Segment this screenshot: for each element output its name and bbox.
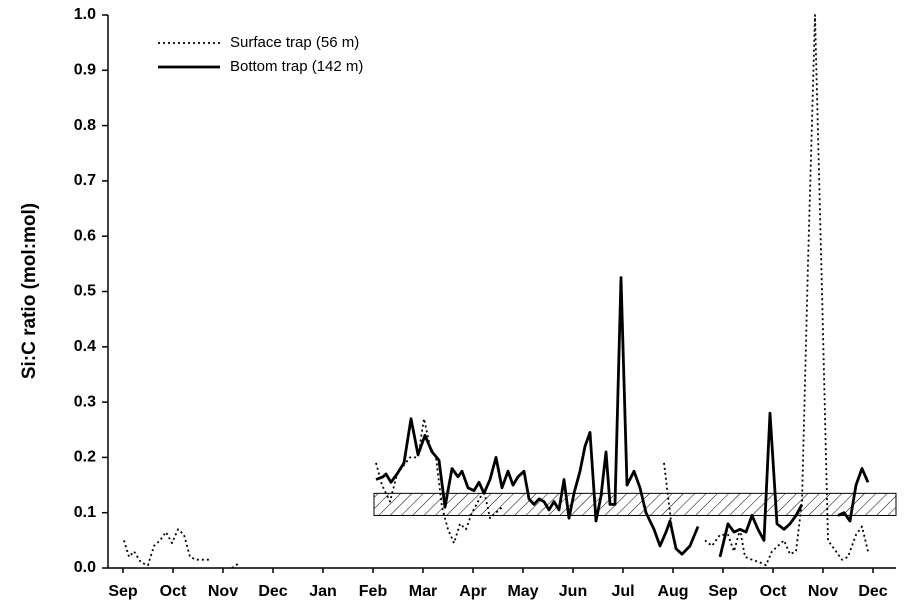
x-tick-label: Apr: [459, 583, 487, 600]
y-tick-label: 0.3: [74, 393, 96, 410]
y-tick-label: 0.6: [74, 227, 96, 244]
legend-label: Surface trap (56 m): [230, 34, 359, 51]
y-tick-label: 0.0: [74, 559, 96, 576]
y-tick-label: 1.0: [74, 6, 96, 23]
x-tick-label: Sep: [108, 583, 138, 600]
x-tick-label: Sep: [708, 583, 738, 600]
series-line: [375, 276, 870, 558]
y-tick-label: 0.9: [74, 62, 96, 79]
series-line: [123, 14, 869, 569]
y-tick-label: 0.1: [74, 504, 96, 521]
x-tick-label: Oct: [760, 583, 787, 600]
y-tick-label: 0.7: [74, 172, 96, 189]
y-tick-label: 0.5: [74, 283, 96, 300]
x-tick-label: Jan: [309, 583, 337, 600]
x-tick-label: Nov: [208, 583, 238, 600]
x-tick-label: Dec: [858, 583, 887, 600]
x-tick-label: Aug: [657, 583, 688, 600]
x-tick-label: Mar: [409, 583, 437, 600]
x-tick-label: Jul: [611, 583, 634, 600]
x-tick-label: Dec: [258, 583, 287, 600]
y-tick-label: 0.8: [74, 117, 96, 134]
x-tick-label: Nov: [808, 583, 838, 600]
x-tick-label: Feb: [359, 583, 388, 600]
y-tick-label: 0.4: [74, 338, 96, 355]
x-tick-label: Jun: [559, 583, 587, 600]
x-tick-label: Oct: [160, 583, 187, 600]
legend-label: Bottom trap (142 m): [230, 58, 363, 75]
x-tick-label: May: [507, 583, 538, 600]
reference-band: [373, 492, 897, 516]
y-axis-label: Si:C ratio (mol:mol): [19, 203, 40, 379]
y-tick-label: 0.2: [74, 449, 96, 466]
